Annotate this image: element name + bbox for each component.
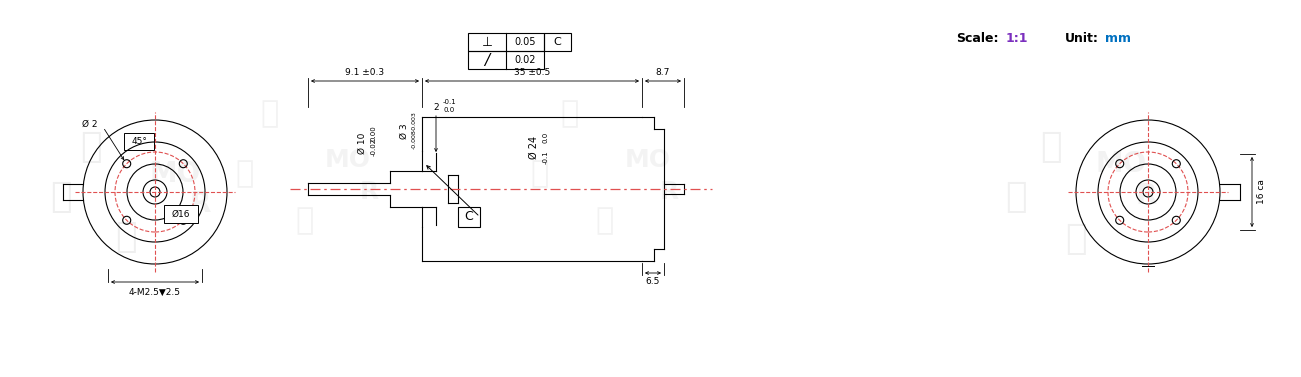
Text: Ø 3: Ø 3 xyxy=(399,123,409,139)
Text: 2: 2 xyxy=(433,103,438,112)
Text: R: R xyxy=(360,180,380,204)
Text: R: R xyxy=(1134,182,1157,210)
Text: mm: mm xyxy=(1105,32,1131,46)
Text: Ø 2: Ø 2 xyxy=(82,120,98,129)
Text: Unit:: Unit: xyxy=(1066,32,1099,46)
Text: 6.5: 6.5 xyxy=(645,277,660,286)
Text: MO: MO xyxy=(624,148,671,172)
Text: R: R xyxy=(190,190,211,218)
Text: 4-M2.5▼2.5: 4-M2.5▼2.5 xyxy=(129,288,181,297)
Text: 達: 達 xyxy=(595,206,613,235)
Text: 1:1: 1:1 xyxy=(1006,32,1029,46)
Text: 0.02: 0.02 xyxy=(514,55,536,65)
Text: -0.008: -0.008 xyxy=(411,129,416,149)
Text: 萬: 萬 xyxy=(559,99,578,128)
Text: MO: MO xyxy=(1095,150,1146,178)
Text: Ø 10: Ø 10 xyxy=(358,132,367,154)
Text: MO: MO xyxy=(150,160,202,188)
Text: 35 ±0.5: 35 ±0.5 xyxy=(514,68,550,77)
Text: -0.02: -0.02 xyxy=(371,138,377,156)
Text: MO: MO xyxy=(325,148,371,172)
Text: 0.0: 0.0 xyxy=(543,131,549,143)
Text: 至: 至 xyxy=(530,159,548,188)
Bar xyxy=(468,51,544,69)
Text: 9.1 ±0.3: 9.1 ±0.3 xyxy=(346,68,385,77)
Bar xyxy=(458,207,480,227)
Text: 萬: 萬 xyxy=(79,130,101,164)
Text: 萬: 萬 xyxy=(260,99,278,128)
Text: 0.05: 0.05 xyxy=(514,37,536,47)
Text: 45°: 45° xyxy=(131,136,147,146)
Text: /: / xyxy=(484,52,489,67)
Text: 萬: 萬 xyxy=(1039,130,1062,164)
Text: -0.1: -0.1 xyxy=(543,150,549,164)
Text: C: C xyxy=(464,210,474,224)
Text: Scale:: Scale: xyxy=(956,32,998,46)
FancyBboxPatch shape xyxy=(164,205,198,223)
Bar xyxy=(544,33,571,51)
Text: 至: 至 xyxy=(1004,180,1026,214)
Text: 8.7: 8.7 xyxy=(656,68,670,77)
Text: R: R xyxy=(660,180,679,204)
Bar xyxy=(468,33,544,51)
Text: 0.00: 0.00 xyxy=(371,125,377,141)
Text: -0.1: -0.1 xyxy=(444,99,457,105)
Text: Ø 24: Ø 24 xyxy=(530,135,539,159)
Text: 至: 至 xyxy=(49,180,72,214)
Text: ⊥: ⊥ xyxy=(481,35,493,49)
Text: 達: 達 xyxy=(114,220,137,254)
Text: 達: 達 xyxy=(1066,222,1086,256)
Text: -0.003: -0.003 xyxy=(411,111,416,131)
Text: 達: 達 xyxy=(295,206,314,235)
Text: 至: 至 xyxy=(235,159,254,188)
Text: 0.0: 0.0 xyxy=(444,107,454,113)
Text: C: C xyxy=(553,37,561,47)
Text: Ø16: Ø16 xyxy=(172,210,190,219)
Text: 16 ca: 16 ca xyxy=(1257,179,1266,204)
